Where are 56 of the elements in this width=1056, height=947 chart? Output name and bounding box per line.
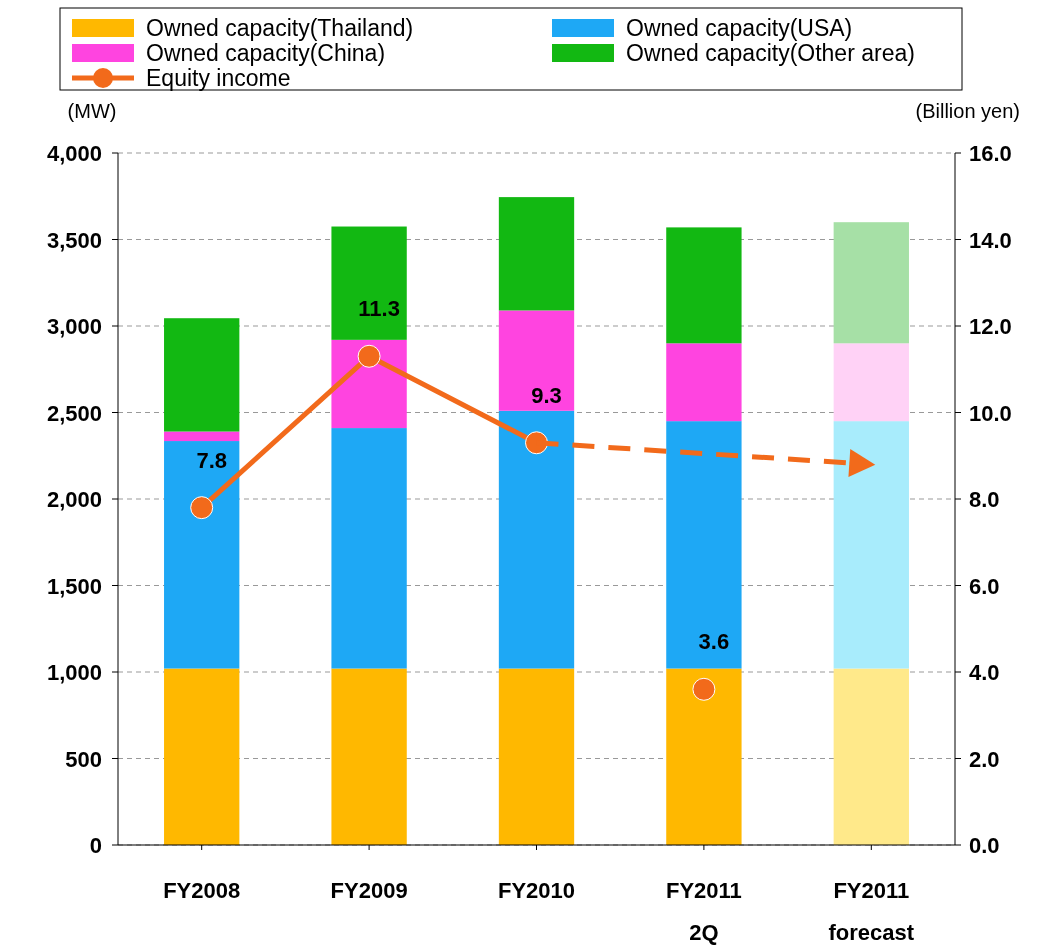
point <box>190 496 214 520</box>
x-tick-label: FY2010 <box>497 878 576 903</box>
y-axis-title: (MW) <box>67 100 117 122</box>
bar <box>331 668 407 845</box>
bar <box>498 310 575 411</box>
bar <box>833 343 909 422</box>
x-tick-label: FY2011 forecast <box>828 878 915 945</box>
y2-tick-label: 8.0 <box>969 487 1000 512</box>
y2-tick-label: 2.0 <box>969 746 1000 772</box>
y-tick-label: 3,500 <box>46 227 102 253</box>
bar <box>666 227 742 344</box>
bar <box>164 668 240 845</box>
legend-label: Owned capacity(Other area) <box>626 40 915 66</box>
bar <box>833 668 909 845</box>
y-tick-label: 0 <box>89 833 102 858</box>
legend-label: Owned capacity(Thailand) <box>146 15 414 41</box>
y-tick-label: 4,000 <box>46 141 102 166</box>
bar <box>666 421 742 669</box>
x-tick-label: FY2009 <box>330 878 408 903</box>
y-tick-label: 1,500 <box>46 573 102 599</box>
x-tick-label: FY2011 2Q <box>665 878 742 945</box>
x-tick-label: FY2008 <box>163 878 241 903</box>
y2-tick-label: 16.0 <box>969 141 1012 166</box>
bar <box>331 226 407 340</box>
y2-tick-label: 10.0 <box>969 400 1012 426</box>
point <box>692 677 716 701</box>
bar <box>498 197 575 311</box>
legend-label: Equity income <box>146 65 291 91</box>
y-tick-label: 3,000 <box>46 314 102 339</box>
data-label: 3.6 <box>698 629 730 655</box>
bar <box>833 421 909 669</box>
bar <box>833 222 909 344</box>
y2-tick-label: 14.0 <box>969 227 1012 253</box>
bar <box>498 668 575 845</box>
bar <box>164 318 240 432</box>
y-tick-label: 1,000 <box>46 660 102 685</box>
bar <box>498 410 575 669</box>
y2-axis-title: (Billion yen) <box>915 100 1020 122</box>
data-label: 9.3 <box>531 382 562 408</box>
legend-label: Owned capacity(USA) <box>626 15 853 41</box>
legend-label: Owned capacity(China) <box>146 40 386 66</box>
bar <box>666 668 742 845</box>
point <box>357 344 381 368</box>
y-tick-label: 2,000 <box>46 487 102 512</box>
y-tick-label: 2,500 <box>46 400 102 426</box>
bar <box>164 431 240 442</box>
bar <box>666 343 742 422</box>
bar <box>164 441 240 669</box>
y-tick-label: 500 <box>65 746 102 772</box>
y2-tick-label: 4.0 <box>969 660 1000 685</box>
y2-tick-label: 6.0 <box>969 573 1000 599</box>
data-label: 11.3 <box>358 296 400 322</box>
bar <box>331 428 407 669</box>
y2-tick-label: 0.0 <box>969 833 1000 858</box>
y2-tick-label: 12.0 <box>969 314 1012 339</box>
data-label: 7.8 <box>196 447 227 473</box>
